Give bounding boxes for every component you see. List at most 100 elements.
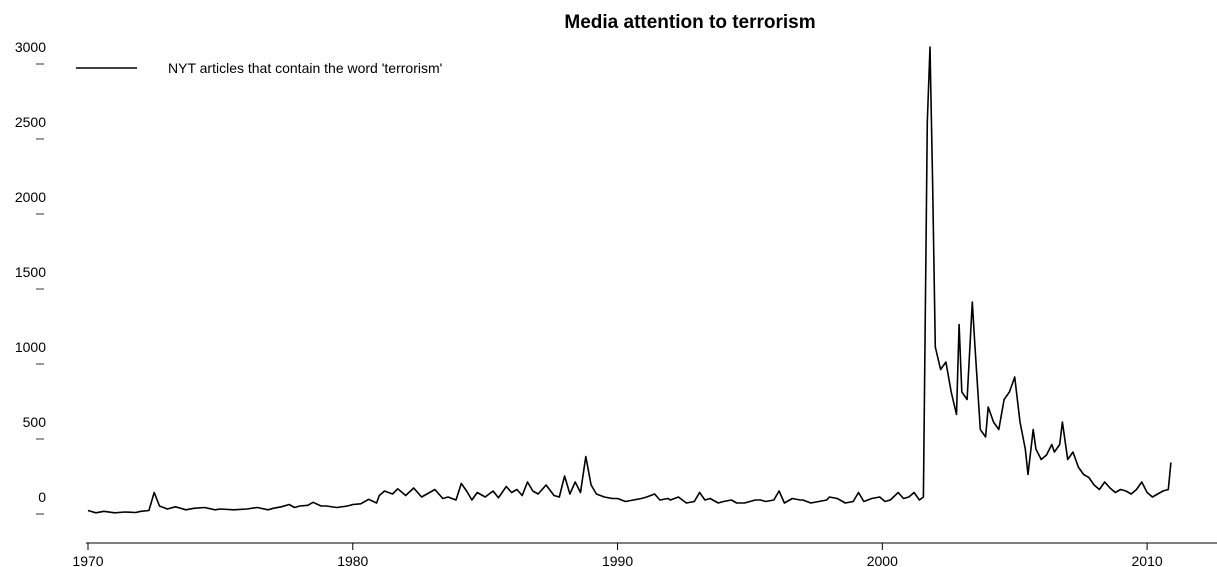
data-point bbox=[1140, 481, 1143, 484]
data-point bbox=[537, 493, 540, 496]
data-point bbox=[428, 491, 431, 494]
data-point bbox=[828, 496, 831, 499]
data-point bbox=[140, 510, 143, 513]
data-point bbox=[192, 507, 195, 510]
data-point bbox=[447, 496, 450, 499]
data-point bbox=[1151, 496, 1154, 499]
data-point bbox=[320, 505, 323, 508]
data-point bbox=[1003, 398, 1006, 401]
data-point bbox=[1011, 383, 1014, 386]
data-point bbox=[1061, 421, 1064, 424]
data-point bbox=[772, 499, 775, 502]
x-tick-label: 1990 bbox=[602, 553, 633, 567]
data-point bbox=[568, 493, 571, 496]
data-point bbox=[441, 497, 444, 500]
data-point bbox=[743, 502, 746, 505]
data-point bbox=[1066, 458, 1069, 461]
data-point bbox=[992, 421, 995, 424]
data-point bbox=[669, 499, 672, 502]
data-point bbox=[1040, 458, 1043, 461]
data-point bbox=[1130, 493, 1133, 496]
data-point bbox=[913, 491, 916, 494]
data-point bbox=[825, 499, 828, 502]
data-point bbox=[1109, 487, 1112, 490]
data-point bbox=[693, 500, 696, 503]
data-point bbox=[666, 497, 669, 500]
legend: NYT articles that contain the word 'terr… bbox=[76, 60, 442, 76]
data-point bbox=[94, 511, 97, 514]
data-point bbox=[960, 391, 963, 394]
data-point bbox=[852, 500, 855, 503]
data-point bbox=[778, 490, 781, 493]
y-tick-label: 0 bbox=[38, 489, 46, 505]
data-point bbox=[563, 475, 566, 478]
data-point bbox=[929, 46, 932, 49]
data-point bbox=[987, 406, 990, 409]
data-point bbox=[298, 505, 301, 508]
data-point bbox=[553, 494, 556, 497]
data-point bbox=[1008, 391, 1011, 394]
data-point bbox=[1019, 421, 1022, 424]
x-tick-label: 2010 bbox=[1132, 553, 1163, 567]
data-point bbox=[492, 490, 495, 493]
data-point bbox=[677, 496, 680, 499]
data-point bbox=[470, 499, 473, 502]
data-point bbox=[1169, 461, 1172, 464]
data-point bbox=[476, 491, 479, 494]
data-point bbox=[764, 500, 767, 503]
data-point bbox=[931, 181, 934, 184]
data-point bbox=[939, 368, 942, 371]
data-point bbox=[396, 487, 399, 490]
data-point bbox=[1135, 488, 1138, 491]
data-point bbox=[640, 497, 643, 500]
data-point bbox=[926, 121, 929, 124]
data-point bbox=[219, 508, 222, 511]
data-point bbox=[730, 499, 733, 502]
data-point bbox=[113, 511, 116, 514]
data-point bbox=[1093, 484, 1096, 487]
data-point bbox=[783, 502, 786, 505]
chart-title: Media attention to terrorism bbox=[564, 12, 815, 33]
data-point bbox=[862, 500, 865, 503]
data-point bbox=[214, 508, 217, 511]
data-point bbox=[1124, 490, 1127, 493]
data-point bbox=[624, 500, 627, 503]
data-point bbox=[735, 502, 738, 505]
data-point bbox=[1077, 466, 1080, 469]
data-point bbox=[460, 482, 463, 485]
x-axis: 1970 1980 1990 2000 2010 bbox=[72, 542, 1217, 567]
data-point bbox=[658, 499, 661, 502]
x-tick-label: 1970 bbox=[72, 553, 103, 567]
data-point bbox=[1032, 428, 1035, 431]
data-points bbox=[87, 46, 1173, 515]
data-point bbox=[809, 502, 812, 505]
data-point bbox=[997, 428, 1000, 431]
data-point bbox=[1162, 490, 1165, 493]
data-point bbox=[359, 502, 362, 505]
data-point bbox=[420, 496, 423, 499]
data-point bbox=[505, 485, 508, 488]
data-point bbox=[433, 488, 436, 491]
y-tick-label: 2000 bbox=[15, 189, 46, 205]
data-point bbox=[367, 498, 370, 501]
data-point bbox=[280, 505, 283, 508]
data-point bbox=[1098, 488, 1101, 491]
data-point bbox=[256, 506, 259, 509]
data-point bbox=[124, 511, 127, 514]
data-point bbox=[526, 481, 529, 484]
data-point bbox=[878, 496, 881, 499]
data-point bbox=[1072, 451, 1075, 454]
data-point bbox=[465, 490, 468, 493]
data-point bbox=[267, 508, 270, 511]
data-point bbox=[1034, 448, 1037, 451]
data-point bbox=[515, 488, 518, 491]
data-point bbox=[383, 490, 386, 493]
data-point bbox=[87, 509, 90, 512]
data-point bbox=[1053, 451, 1056, 454]
data-point bbox=[966, 398, 969, 401]
data-point bbox=[944, 361, 947, 364]
data-point bbox=[245, 508, 248, 511]
data-point bbox=[653, 493, 656, 496]
data-point bbox=[722, 500, 725, 503]
